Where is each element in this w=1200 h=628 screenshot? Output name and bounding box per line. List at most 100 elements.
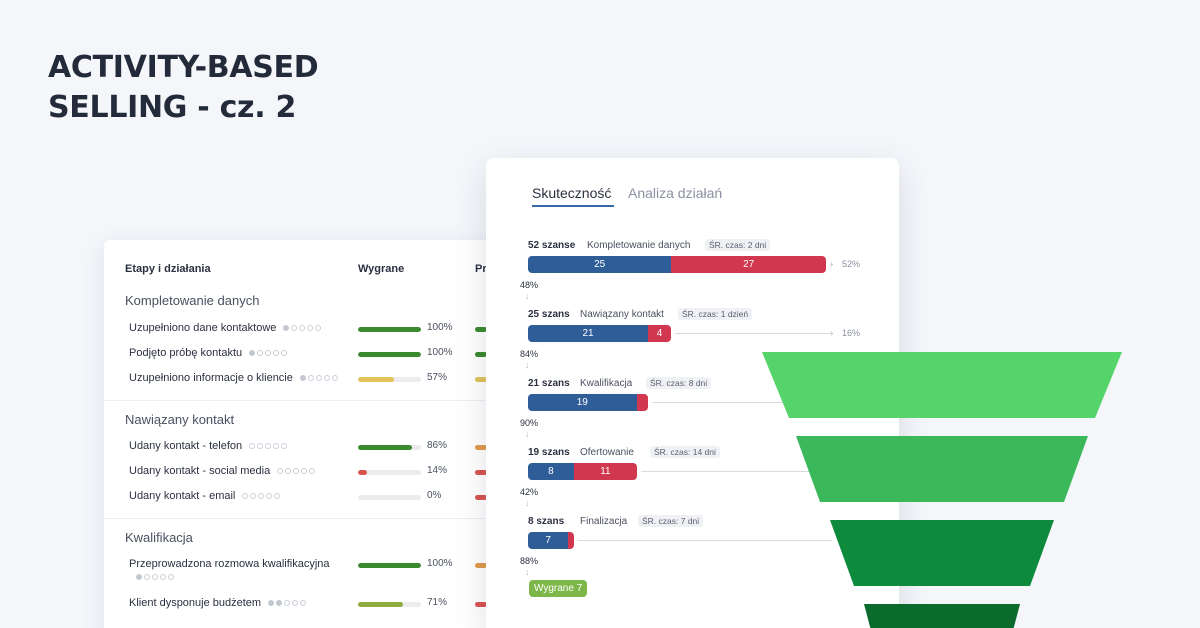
active-tab-indicator bbox=[532, 205, 614, 207]
importance-dot bbox=[249, 350, 256, 356]
tab-activity-analysis[interactable]: Analiza działań bbox=[628, 185, 723, 201]
funnel-stage[interactable]: 52 szanse Kompletowanie danych ŚR. czas: 2… bbox=[528, 239, 888, 276]
lost-rate-bar-clipped bbox=[475, 377, 487, 382]
stage-bar: 19 bbox=[528, 394, 648, 411]
won-rate-bar bbox=[358, 602, 421, 607]
section-title: Kompletowanie danych bbox=[125, 293, 260, 308]
down-arrow-icon: ↓ bbox=[525, 360, 530, 370]
stage-lost-segment: 27 bbox=[671, 256, 826, 273]
won-rate-bar bbox=[358, 495, 421, 500]
section-title: Kwalifikacja bbox=[125, 530, 193, 545]
activity-row[interactable]: Uzupełniono dane kontaktowe 100% bbox=[104, 320, 504, 340]
stage-conversion-percent: 84% bbox=[520, 349, 539, 359]
won-rate-bar-fill bbox=[358, 352, 421, 357]
activity-label-text: Klient dysponuje budżetem bbox=[129, 597, 262, 609]
drop-off-percent: 52% bbox=[842, 259, 861, 269]
importance-dot bbox=[301, 468, 308, 474]
won-rate-bar bbox=[358, 377, 421, 382]
funnel-stage[interactable]: 8 szans Finalizacja ŚR. czas: 7 dni 7 bbox=[528, 515, 888, 552]
activity-label: Podjęto próbę kontaktu bbox=[129, 347, 288, 359]
importance-dots bbox=[136, 574, 174, 580]
column-header-lost: Pr bbox=[475, 263, 487, 275]
importance-dot bbox=[307, 325, 314, 331]
lost-rate-bar-clipped bbox=[475, 352, 487, 357]
funnel-graphic bbox=[762, 352, 1122, 628]
activity-row[interactable]: Uzupełniono informacje o kliencie 57% bbox=[104, 370, 504, 390]
activity-row[interactable]: Udany kontakt - email 0% bbox=[104, 488, 504, 508]
stage-opportunity-count: 19 szans bbox=[528, 447, 570, 458]
activity-row[interactable]: Przeprowadzona rozmowa kwalifikacyjna 100… bbox=[104, 556, 504, 580]
drop-off-arrow-icon: › bbox=[830, 328, 834, 339]
stage-bar: 25 27 bbox=[528, 256, 826, 273]
importance-dot bbox=[168, 574, 174, 580]
activity-row[interactable]: Udany kontakt - social media 14% bbox=[104, 463, 504, 483]
stage-bar: 21 4 bbox=[528, 325, 671, 342]
down-arrow-icon: ↓ bbox=[525, 291, 530, 301]
activity-label: Udany kontakt - email bbox=[129, 490, 281, 502]
won-rate-bar-fill bbox=[358, 563, 421, 568]
lost-rate-bar-clipped bbox=[475, 470, 487, 475]
stage-opportunity-count: 21 szans bbox=[528, 378, 570, 389]
avg-time-badge: ŚR. czas: 1 dzień bbox=[678, 308, 753, 320]
headline: ACTIVITY-BASED SELLING - cz. 2 bbox=[48, 48, 319, 128]
lost-rate-bar-clipped bbox=[475, 563, 487, 568]
stage-opportunity-count: 8 szans bbox=[528, 516, 565, 527]
stage-lost-segment bbox=[568, 532, 574, 549]
lost-rate-bar-clipped bbox=[475, 327, 487, 332]
importance-dot bbox=[292, 600, 299, 606]
importance-dot bbox=[315, 325, 322, 331]
stage-won-segment: 7 bbox=[528, 532, 569, 549]
funnel-stage[interactable]: 19 szans Ofertowanie ŚR. czas: 14 dni 8 11 bbox=[528, 446, 888, 483]
stage-opportunity-count: 25 szans bbox=[528, 309, 570, 320]
stage-won-segment: 21 bbox=[528, 325, 649, 342]
activity-label: Przeprowadzona rozmowa kwalifikacyjna bbox=[129, 558, 330, 580]
won-rate-bar bbox=[358, 445, 421, 450]
stage-lost-segment bbox=[636, 394, 648, 411]
drop-off-line bbox=[830, 264, 832, 265]
won-rate-bar-fill bbox=[358, 470, 367, 475]
lost-rate-bar-clipped bbox=[475, 445, 487, 450]
down-arrow-icon: ↓ bbox=[525, 498, 530, 508]
importance-dot bbox=[258, 493, 265, 499]
drop-off-percent: 16% bbox=[842, 328, 861, 338]
activity-label-text: Uzupełniono dane kontaktowe bbox=[129, 322, 277, 334]
activity-row[interactable]: Klient dysponuje budżetem 71% bbox=[104, 595, 504, 615]
importance-dot bbox=[299, 325, 306, 331]
stage-bar: 8 11 bbox=[528, 463, 637, 480]
importance-dot bbox=[265, 443, 272, 449]
stage-conversion-percent: 42% bbox=[520, 487, 539, 497]
importance-dots bbox=[242, 493, 281, 499]
stage-name: Kompletowanie danych bbox=[587, 240, 691, 251]
importance-dot bbox=[160, 574, 166, 580]
avg-time-badge: ŚR. czas: 14 dni bbox=[650, 446, 720, 458]
importance-dot bbox=[257, 350, 264, 356]
funnel-stage[interactable]: 21 szans Kwalifikacja ŚR. czas: 8 dni 19 bbox=[528, 377, 888, 414]
tab-effectiveness[interactable]: Skuteczność bbox=[532, 185, 612, 201]
lost-rate-bar-clipped bbox=[475, 602, 487, 607]
activity-label: Udany kontakt - social media bbox=[129, 465, 316, 477]
importance-dot bbox=[250, 493, 257, 499]
activity-row[interactable]: Podjęto próbę kontaktu 100% bbox=[104, 345, 504, 365]
activity-label-text: Podjęto próbę kontaktu bbox=[129, 347, 243, 359]
down-arrow-icon: ↓ bbox=[525, 567, 530, 577]
funnel-stage[interactable]: 25 szans Nawiązany kontakt ŚR. czas: 1 dzi… bbox=[528, 308, 888, 345]
importance-dots bbox=[268, 600, 307, 606]
won-rate-percent: 57% bbox=[427, 372, 448, 383]
importance-dot bbox=[265, 350, 272, 356]
importance-dot bbox=[276, 600, 283, 606]
section-divider bbox=[104, 518, 504, 519]
won-rate-bar bbox=[358, 352, 421, 357]
importance-dot bbox=[277, 468, 284, 474]
won-badge: Wygrane 7 bbox=[529, 580, 588, 597]
avg-time-badge: ŚR. czas: 2 dni bbox=[705, 239, 771, 251]
drop-off-line bbox=[578, 540, 832, 541]
importance-dots bbox=[299, 375, 338, 381]
stage-conversion-percent: 90% bbox=[520, 418, 539, 428]
stage-conversion-percent: 88% bbox=[520, 556, 539, 566]
importance-dot bbox=[274, 493, 281, 499]
section-divider bbox=[104, 400, 504, 401]
activity-row[interactable]: Udany kontakt - telefon 86% bbox=[104, 438, 504, 458]
won-rate-bar-fill bbox=[358, 602, 403, 607]
importance-dot bbox=[307, 375, 314, 381]
column-header-stages: Etapy i działania bbox=[125, 263, 211, 275]
